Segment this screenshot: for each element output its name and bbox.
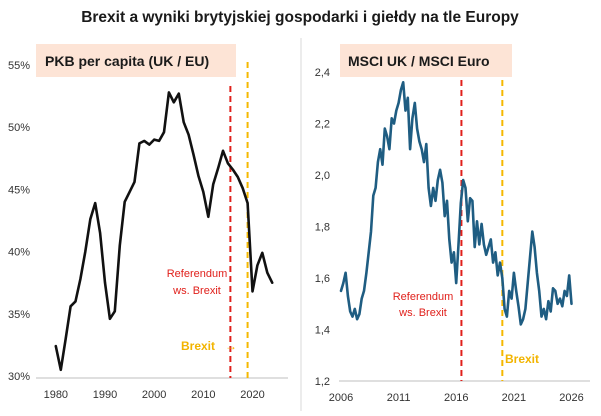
left-referendum-label-2: ws. Brexit (172, 285, 221, 297)
left-y-tick-label: 35% (8, 309, 30, 321)
right-referendum-label-2: ws. Brexit (398, 307, 447, 319)
left-panel-title: PKB per capita (UK / EU) (45, 53, 209, 69)
main-title: Brexit a wyniki brytyjskiej gospodarki i… (81, 9, 519, 26)
right-y-tick-label: 1,2 (315, 376, 330, 388)
left-brexit-arrow: → (225, 339, 237, 353)
left-brexit-label: Brexit (181, 339, 215, 353)
right-y-tick-label: 2,2 (315, 119, 330, 131)
left-y-tick-label: 40% (8, 247, 30, 259)
left-x-tick-label: 2010 (191, 389, 215, 401)
left-x-tick-label: 1990 (93, 389, 117, 401)
right-y-tick-label: 2,0 (315, 170, 330, 182)
right-y-tick-label: 1,8 (315, 222, 330, 234)
left-y-tick-label: 55% (8, 60, 30, 72)
left-x-tick-label: 1980 (44, 389, 68, 401)
right-x-tick-label: 2006 (329, 392, 353, 404)
right-x-tick-label: 2021 (502, 392, 526, 404)
right-referendum-label-1: Referendum (393, 291, 454, 303)
left-x-tick-label: 2020 (240, 389, 264, 401)
left-series-line (54, 91, 274, 372)
right-x-tick-labels: 2006 2011 2016 2021 2026 (329, 392, 584, 404)
left-panel: PKB per capita (UK / EU) 30% 35% 40% 45% 50%… (8, 44, 288, 401)
right-panel-title-box (340, 44, 512, 77)
right-y-tick-label: 2,4 (315, 67, 330, 79)
left-y-tick-label: 45% (8, 184, 30, 196)
right-x-tick-label: 2026 (559, 392, 583, 404)
right-x-tick-label: 2011 (387, 392, 411, 404)
right-panel: MSCI UK / MSCI Euro 1,2 1,4 1,6 1,8 2,0 2,2 2,… (315, 44, 590, 404)
left-y-tick-label: 30% (8, 371, 30, 383)
right-panel-title: MSCI UK / MSCI Euro (348, 53, 490, 69)
left-panel-title-box (36, 44, 236, 77)
right-y-tick-labels: 1,2 1,4 1,6 1,8 2,0 2,2 2,4 (315, 67, 330, 388)
right-series-line (339, 81, 573, 326)
right-y-tick-label: 1,4 (315, 325, 330, 337)
right-brexit-label: Brexit (505, 352, 539, 366)
left-x-tick-labels: 1980 1990 2000 2010 2020 (44, 389, 265, 401)
left-y-tick-labels: 30% 35% 40% 45% 50% 55% (8, 60, 30, 383)
left-referendum-label-1: Referendum (167, 268, 228, 280)
right-x-tick-label: 2016 (444, 392, 468, 404)
left-x-tick-label: 2000 (142, 389, 166, 401)
right-y-tick-label: 1,6 (315, 273, 330, 285)
left-y-tick-label: 50% (8, 122, 30, 134)
